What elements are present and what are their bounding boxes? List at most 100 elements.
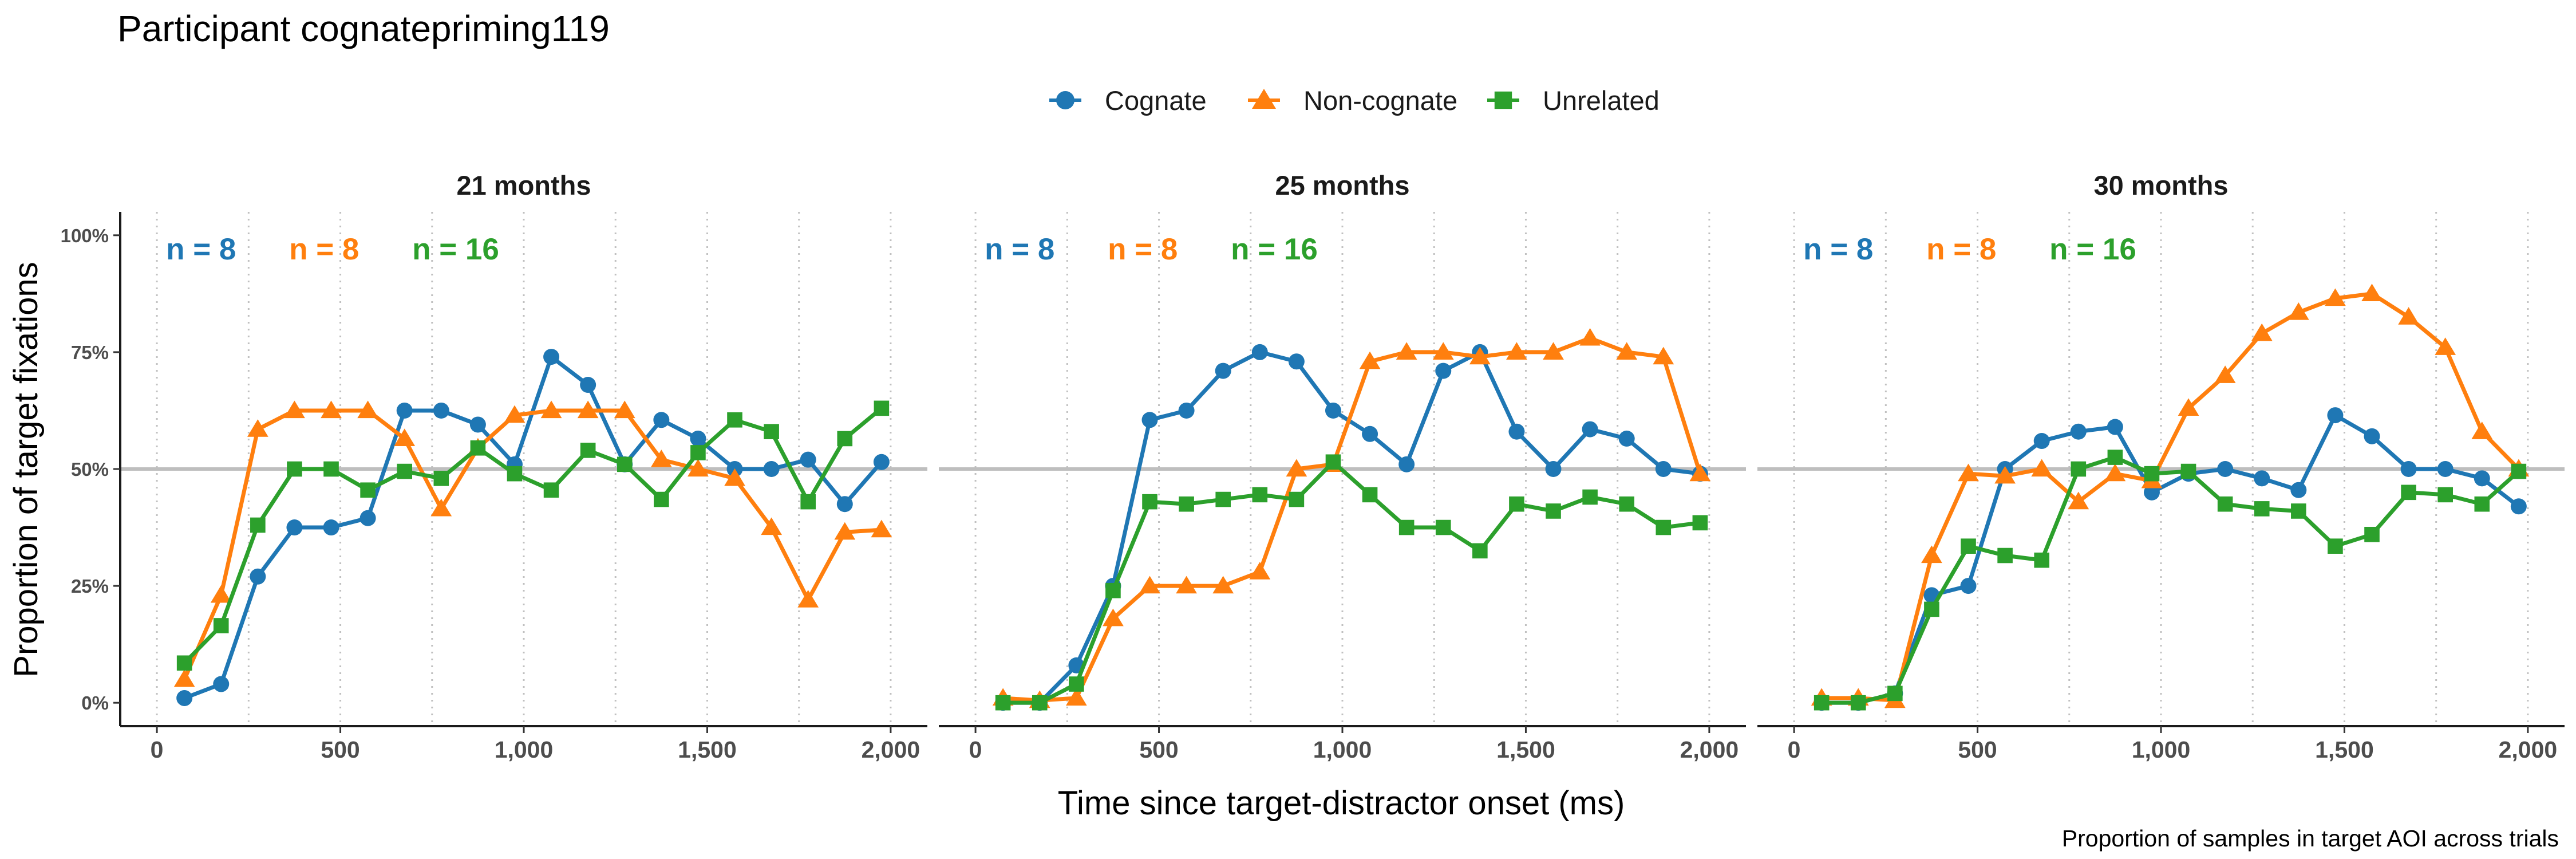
count-label: n = 8: [1926, 233, 1996, 266]
count-label: n = 16: [1231, 233, 1318, 266]
data-point: [1579, 328, 1601, 346]
data-point: [764, 424, 779, 439]
data-point: [1960, 578, 1977, 594]
data-point: [1396, 342, 1417, 360]
data-point: [2033, 433, 2050, 450]
series-unrelated: [995, 454, 1708, 711]
series-non-cognate: [173, 400, 892, 687]
series-line: [182, 408, 882, 680]
x-tick-label: 2,000: [862, 736, 920, 763]
data-point: [430, 498, 452, 517]
data-point: [433, 402, 449, 419]
data-point: [1582, 489, 1598, 505]
data-point: [359, 510, 376, 526]
data-point: [2104, 463, 2126, 482]
data-point: [2287, 302, 2309, 320]
x-tick-label: 1,500: [2315, 736, 2374, 763]
data-point: [1618, 430, 1635, 447]
data-point: [1178, 402, 1195, 419]
data-point: [761, 517, 782, 535]
data-point: [1509, 496, 1524, 512]
x-tick-label: 2,000: [1680, 736, 1739, 763]
data-point: [690, 430, 706, 447]
x-tick-label: 500: [321, 736, 359, 763]
data-point: [1961, 538, 1976, 554]
data-point: [2327, 407, 2344, 424]
data-point: [2474, 470, 2490, 487]
series-non-cognate: [992, 328, 1711, 708]
data-point: [2178, 398, 2199, 416]
data-point: [2254, 501, 2270, 517]
data-point: [1924, 601, 1939, 617]
data-point: [1251, 344, 1268, 360]
legend-label: Non-cognate: [1303, 85, 1457, 116]
data-point: [1546, 503, 1561, 519]
legend-key-marker: [1494, 91, 1512, 109]
data-point: [1508, 423, 1525, 440]
data-point: [2034, 552, 2050, 568]
data-point: [2437, 487, 2453, 503]
x-tick-label: 0: [151, 736, 164, 763]
data-point: [650, 450, 672, 467]
data-point: [2071, 461, 2087, 477]
data-point: [1215, 491, 1231, 507]
data-point: [2401, 484, 2416, 501]
data-point: [2361, 283, 2383, 301]
data-point: [1289, 491, 1305, 507]
data-point: [871, 519, 892, 538]
panel-strip-label: 30 months: [2093, 170, 2228, 200]
data-point: [1179, 496, 1194, 512]
data-point: [1362, 425, 1378, 442]
data-point: [2364, 526, 2380, 542]
x-tick-label: 1,500: [1496, 736, 1555, 763]
data-point: [2251, 323, 2273, 341]
series-cognate: [176, 349, 890, 707]
data-point: [2254, 470, 2270, 487]
data-point: [287, 461, 302, 477]
data-point: [321, 400, 342, 419]
y-tick-label: 50%: [71, 459, 109, 480]
data-point: [654, 491, 669, 507]
data-point: [1139, 576, 1160, 594]
data-point: [1850, 695, 1866, 711]
y-axis-title: Proportion of target fixations: [7, 262, 45, 677]
data-point: [2510, 498, 2527, 515]
data-point: [1325, 402, 1341, 419]
data-point: [1398, 519, 1415, 535]
data-point: [1142, 494, 1157, 510]
data-point: [2031, 459, 2053, 477]
data-point: [2144, 466, 2160, 482]
panel-strip-label: 21 months: [456, 170, 591, 200]
data-point: [507, 466, 523, 482]
data-point: [995, 695, 1011, 711]
data-point: [1435, 362, 1452, 379]
x-tick-label: 500: [1139, 736, 1178, 763]
x-tick-label: 1,000: [2132, 736, 2191, 763]
data-point: [1616, 342, 1638, 360]
data-point: [1103, 608, 1124, 626]
data-point: [213, 676, 230, 692]
data-point: [2398, 307, 2419, 325]
legend-label: Cognate: [1105, 85, 1207, 116]
legend-item-non-cognate: Non-cognate: [1248, 85, 1457, 116]
data-point: [1506, 342, 1527, 360]
count-label: n = 8: [166, 233, 236, 266]
x-tick-label: 500: [1958, 736, 1997, 763]
data-point: [2217, 461, 2234, 477]
data-point: [1215, 362, 1231, 379]
data-point: [360, 482, 376, 498]
series-line: [1822, 291, 2520, 703]
data-point: [323, 461, 339, 477]
data-point: [1958, 463, 1979, 482]
data-point: [250, 517, 266, 533]
data-point: [800, 451, 816, 468]
y-tick-label: 100%: [61, 225, 109, 246]
data-point: [688, 459, 709, 477]
data-point: [727, 412, 742, 428]
data-point: [1286, 459, 1307, 477]
data-point: [433, 471, 449, 486]
data-point: [1105, 582, 1121, 598]
count-label: n = 16: [412, 233, 499, 266]
x-tick-label: 0: [1788, 736, 1801, 763]
data-point: [1325, 454, 1341, 470]
